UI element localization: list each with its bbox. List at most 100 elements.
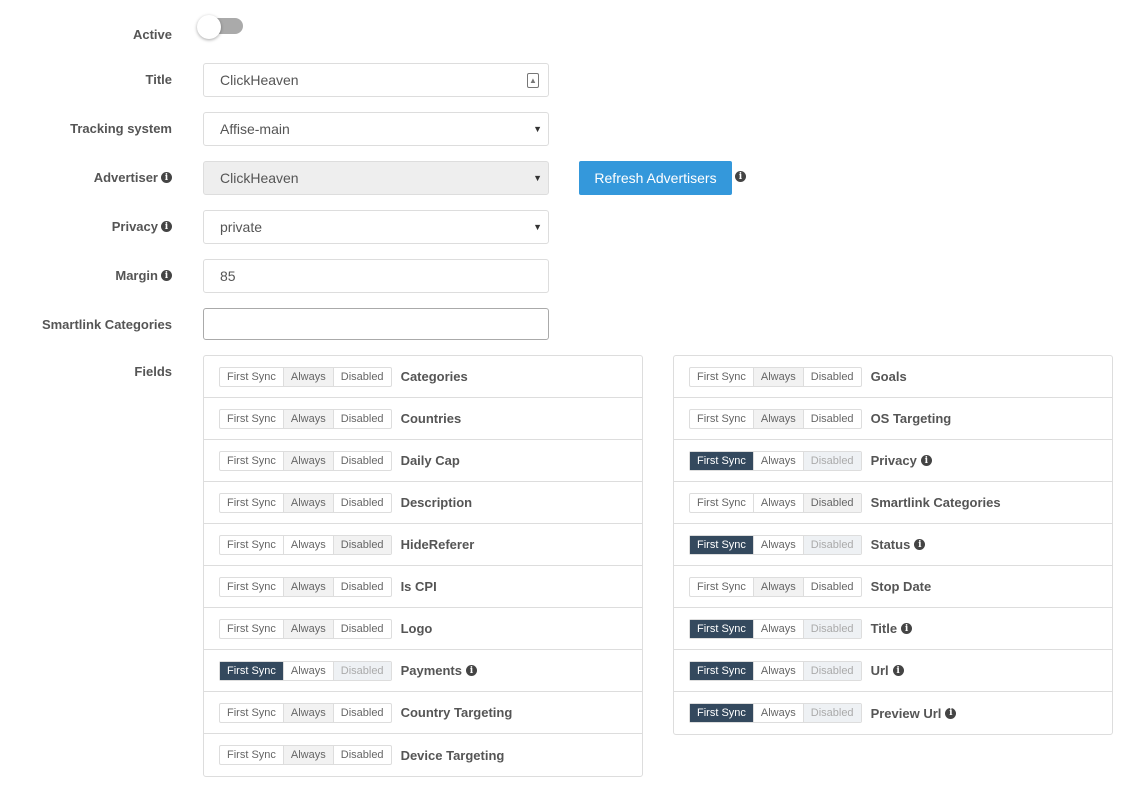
field-name-text: Countries xyxy=(400,411,462,426)
sync-option-always[interactable]: Always xyxy=(283,746,334,764)
sync-option-first-sync[interactable]: First Sync xyxy=(690,409,754,428)
field-name: Device Targeting xyxy=(401,748,505,763)
field-name: OS Targeting xyxy=(871,411,952,426)
sync-option-first-sync[interactable]: First Sync xyxy=(220,451,284,470)
sync-option-first-sync[interactable]: First Sync xyxy=(690,619,754,638)
sync-option-always[interactable]: Always xyxy=(283,577,334,596)
sync-option-always[interactable]: Always xyxy=(753,409,804,428)
sync-option-first-sync[interactable]: First Sync xyxy=(220,367,284,386)
sync-option-disabled[interactable]: Disabled xyxy=(340,454,384,467)
sync-option-disabled[interactable]: Disabled xyxy=(340,496,384,509)
sync-option-always[interactable]: Always xyxy=(283,619,334,638)
info-icon[interactable]: i xyxy=(161,172,172,183)
sync-option-first-sync[interactable]: First Sync xyxy=(220,535,284,554)
sync-option-always[interactable]: Always xyxy=(754,619,804,638)
sync-mode-toggle: First Sync Always Disabled xyxy=(689,618,862,639)
sync-option-always[interactable]: Always xyxy=(753,367,804,386)
sync-option-disabled[interactable]: Disabled xyxy=(810,412,854,425)
sync-option-first-sync[interactable]: First Sync xyxy=(690,451,754,470)
sync-option-disabled[interactable]: Disabled xyxy=(340,412,384,425)
sync-option-first-sync[interactable]: First Sync xyxy=(220,577,284,596)
sync-mode-toggle: First Sync Always Disabled xyxy=(689,366,862,387)
field-name-text: Categories xyxy=(400,369,468,384)
sync-option-first-sync[interactable]: First Sync xyxy=(220,703,284,722)
sync-option-always[interactable]: Always xyxy=(754,704,804,722)
sync-option-first-sync[interactable]: First Sync xyxy=(220,619,284,638)
field-name-text: Privacy xyxy=(870,453,917,468)
sync-option-always[interactable]: Always xyxy=(284,535,334,554)
privacy-select[interactable]: private ▼ xyxy=(203,210,549,244)
field-row: First Sync Always Disabled Privacy i xyxy=(674,440,1112,482)
field-name-text: Country Targeting xyxy=(400,705,513,720)
sync-option-always[interactable]: Always xyxy=(283,451,334,470)
sync-option-disabled[interactable]: Disabled xyxy=(803,619,861,638)
caret-down-icon: ▼ xyxy=(533,173,542,183)
sync-mode-toggle: First Sync Always Disabled xyxy=(219,618,392,639)
field-row: First Sync Always Disabled Categories xyxy=(204,356,642,398)
field-name-text: Status xyxy=(870,537,911,552)
info-icon[interactable]: i xyxy=(735,171,746,182)
sync-mode-toggle: First Sync Always Disabled xyxy=(689,534,862,555)
sync-option-first-sync[interactable]: First Sync xyxy=(690,367,754,386)
info-icon[interactable]: i xyxy=(914,539,926,550)
field-name: Daily Cap xyxy=(401,453,460,468)
sync-option-first-sync[interactable]: First Sync xyxy=(220,493,284,512)
sync-option-disabled[interactable]: Disabled xyxy=(333,661,391,680)
sync-option-always[interactable]: Always xyxy=(754,661,804,680)
field-name: Countries xyxy=(401,411,462,426)
margin-input[interactable]: 85 xyxy=(203,259,549,293)
smartlink-categories-input[interactable] xyxy=(203,308,549,340)
field-name-text: Smartlink Categories xyxy=(870,495,1001,510)
sync-option-always[interactable]: Always xyxy=(283,493,334,512)
sync-option-disabled[interactable]: Disabled xyxy=(340,370,384,383)
sync-option-disabled[interactable]: Disabled xyxy=(333,535,391,554)
info-icon[interactable]: i xyxy=(465,665,477,676)
sync-option-first-sync[interactable]: First Sync xyxy=(220,661,284,680)
field-name-text: HideReferer xyxy=(400,537,475,552)
info-icon[interactable]: i xyxy=(161,221,172,232)
sync-option-first-sync[interactable]: First Sync xyxy=(690,535,754,554)
sync-mode-toggle: First Sync Always Disabled xyxy=(219,450,392,471)
sync-option-first-sync[interactable]: First Sync xyxy=(690,661,754,680)
tracking-system-select[interactable]: Affise-main ▼ xyxy=(203,112,549,146)
sync-option-first-sync[interactable]: First Sync xyxy=(220,409,284,428)
sync-option-disabled[interactable]: Disabled xyxy=(340,706,384,719)
field-row: First Sync Always Disabled Payments i xyxy=(204,650,642,692)
sync-option-always[interactable]: Always xyxy=(283,367,334,386)
sync-option-disabled[interactable]: Disabled xyxy=(803,704,861,722)
sync-option-always[interactable]: Always xyxy=(754,451,804,470)
info-icon[interactable]: i xyxy=(945,707,957,719)
sync-option-always[interactable]: Always xyxy=(283,409,334,428)
sync-option-disabled[interactable]: Disabled xyxy=(810,370,854,383)
title-input[interactable]: ClickHeaven ▲ xyxy=(203,63,549,97)
sync-option-disabled[interactable]: Disabled xyxy=(803,661,861,680)
sync-mode-toggle: First Sync Always Disabled xyxy=(219,408,392,429)
sync-option-disabled[interactable]: Disabled xyxy=(340,580,384,593)
sync-option-always[interactable]: Always xyxy=(754,493,804,512)
sync-option-always[interactable]: Always xyxy=(754,535,804,554)
sync-mode-toggle: First Sync Always Disabled xyxy=(219,745,392,765)
info-icon[interactable]: i xyxy=(920,455,932,466)
sync-option-first-sync[interactable]: First Sync xyxy=(690,493,754,512)
sync-option-always[interactable]: Always xyxy=(283,703,334,722)
sync-option-always[interactable]: Always xyxy=(753,577,804,596)
sync-option-disabled[interactable]: Disabled xyxy=(340,622,384,635)
sync-option-always[interactable]: Always xyxy=(284,661,334,680)
advertiser-select[interactable]: ClickHeaven ▼ xyxy=(203,161,549,195)
sync-option-disabled[interactable]: Disabled xyxy=(803,451,861,470)
sync-option-disabled[interactable]: Disabled xyxy=(803,493,861,512)
sync-option-disabled[interactable]: Disabled xyxy=(810,580,854,593)
refresh-advertisers-button[interactable]: Refresh Advertisers xyxy=(579,161,732,195)
info-icon[interactable]: i xyxy=(901,623,913,634)
sync-option-first-sync[interactable]: First Sync xyxy=(220,746,284,764)
sync-option-disabled[interactable]: Disabled xyxy=(340,749,384,761)
sync-option-first-sync[interactable]: First Sync xyxy=(690,577,754,596)
info-icon[interactable]: i xyxy=(161,270,172,281)
sync-option-first-sync[interactable]: First Sync xyxy=(690,704,754,722)
field-name: Privacy i xyxy=(871,453,932,468)
sync-option-disabled[interactable]: Disabled xyxy=(803,535,861,554)
field-name: Description xyxy=(401,495,473,510)
caret-down-icon: ▼ xyxy=(533,222,542,232)
active-toggle[interactable] xyxy=(197,15,243,39)
info-icon[interactable]: i xyxy=(892,665,904,676)
